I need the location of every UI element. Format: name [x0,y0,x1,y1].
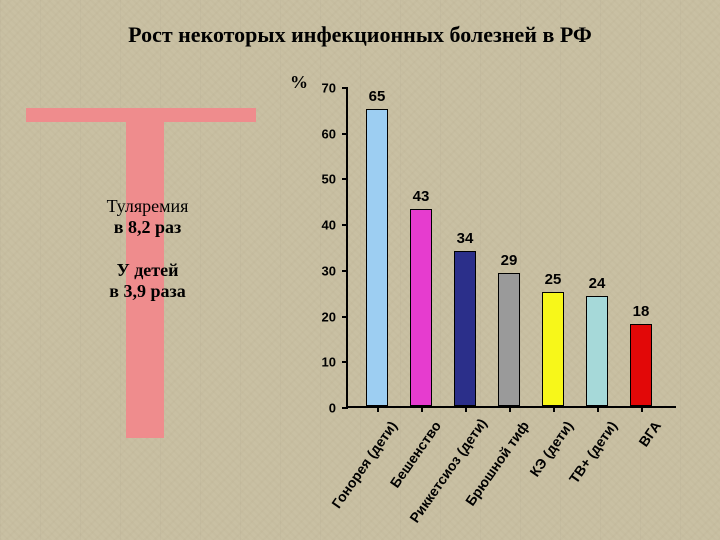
bar [366,109,388,406]
y-tick-label: 70 [306,81,336,96]
bar [410,209,432,406]
bar-value-label: 25 [533,271,573,288]
bar [630,324,652,406]
y-tick-label: 0 [306,401,336,416]
y-tick-label: 10 [306,355,336,370]
slide-title: Рост некоторых инфекционных болезней в Р… [0,22,720,48]
x-tick [509,406,511,412]
y-tick [342,270,348,272]
y-tick-label: 60 [306,126,336,141]
x-tick [641,406,643,412]
y-tick [342,133,348,135]
side-note-children: У детей в 3,9 раза [60,260,235,302]
x-tick [465,406,467,412]
bar-value-label: 29 [489,252,529,269]
y-tick [342,407,348,409]
x-tick [377,406,379,412]
bar-value-label: 18 [621,303,661,320]
side-note-line: Туляремия [60,196,235,217]
x-tick [597,406,599,412]
side-note-tularemia: Туляремия в 8,2 раз [60,196,235,238]
y-tick [342,361,348,363]
y-tick-label: 40 [306,218,336,233]
y-tick [342,316,348,318]
bar-value-label: 43 [401,188,441,205]
y-tick [342,178,348,180]
x-tick [421,406,423,412]
y-tick [342,224,348,226]
y-tick-label: 20 [306,309,336,324]
bar-value-label: 34 [445,230,485,247]
bar-value-label: 65 [357,88,397,105]
bar [542,292,564,406]
side-note-line: У детей [60,260,235,281]
y-tick [342,87,348,89]
bar [586,296,608,406]
y-tick-label: 30 [306,263,336,278]
bar-value-label: 24 [577,275,617,292]
bar [454,251,476,406]
y-tick-label: 50 [306,172,336,187]
plot-area: 01020304050607065Гонорея (дети)43Бешенст… [346,88,676,408]
bar [498,273,520,406]
bar-chart: 01020304050607065Гонорея (дети)43Бешенст… [310,78,690,408]
x-tick [553,406,555,412]
side-note-line: в 3,9 раза [60,281,235,302]
side-note-line: в 8,2 раз [60,217,235,238]
